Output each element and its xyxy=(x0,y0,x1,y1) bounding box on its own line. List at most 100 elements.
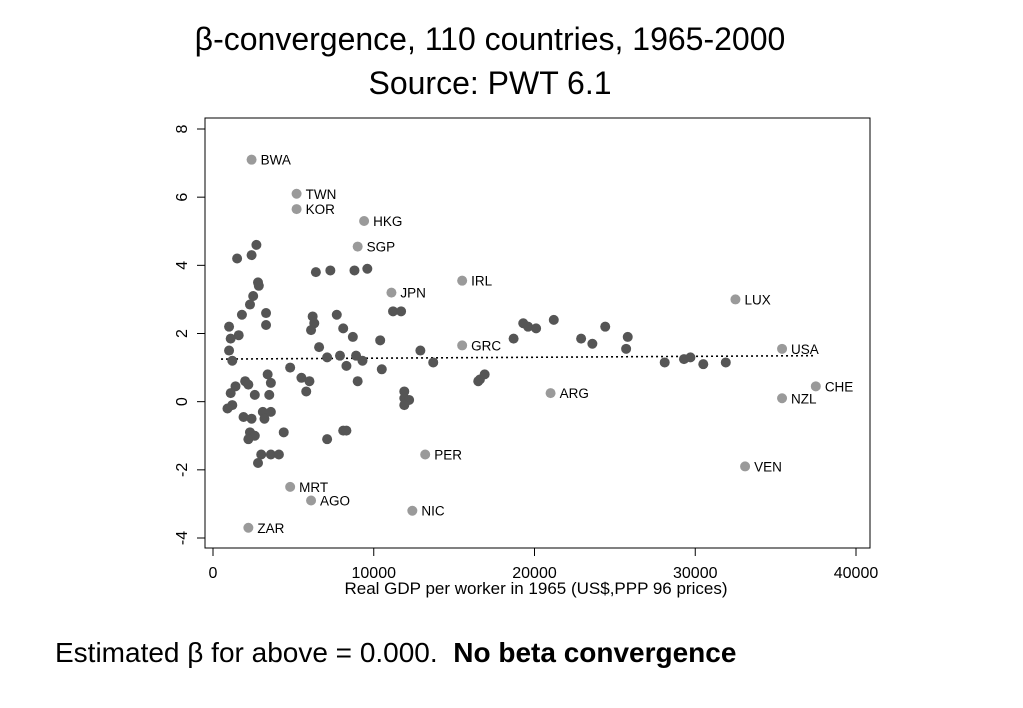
data-point xyxy=(341,425,352,436)
data-point xyxy=(375,335,386,346)
point-label: HKG xyxy=(373,214,402,229)
point-label: SGP xyxy=(367,240,396,255)
point-label: CHE xyxy=(825,379,854,394)
data-point xyxy=(244,299,255,310)
data-point xyxy=(249,389,260,400)
data-point xyxy=(273,449,284,460)
data-point xyxy=(265,406,276,417)
data-point xyxy=(285,362,296,373)
data-point xyxy=(246,250,257,261)
caption-text: Estimated β for above = 0.000. xyxy=(55,637,438,668)
fit-line xyxy=(221,354,816,360)
data-point xyxy=(246,413,257,424)
data-point xyxy=(278,427,289,438)
labeled-data-point xyxy=(285,481,296,492)
data-point xyxy=(227,355,238,366)
data-point xyxy=(306,325,317,336)
point-label: VEN xyxy=(754,459,782,474)
data-point xyxy=(531,323,542,334)
labeled-data-point xyxy=(457,275,468,286)
data-point xyxy=(261,308,272,319)
data-point xyxy=(376,364,387,375)
y-tick-label: -2 xyxy=(174,463,191,477)
data-point xyxy=(265,449,276,460)
data-point xyxy=(415,345,426,356)
data-point xyxy=(338,323,349,334)
data-point xyxy=(479,369,490,380)
data-point xyxy=(334,350,345,361)
data-point xyxy=(576,333,587,344)
data-point xyxy=(222,403,233,414)
data-point xyxy=(225,388,236,399)
labeled-data-point xyxy=(352,241,363,252)
labeled-data-point xyxy=(359,216,370,227)
data-point xyxy=(301,386,312,397)
point-label: NZL xyxy=(791,391,817,406)
y-tick-label: -4 xyxy=(174,531,191,545)
point-label: NIC xyxy=(421,504,445,519)
point-label: USA xyxy=(791,342,819,357)
labeled-data-point xyxy=(777,393,788,404)
data-point xyxy=(396,306,407,317)
point-label: GRC xyxy=(471,338,501,353)
caption: Estimated β for above = 0.000. No beta c… xyxy=(55,637,736,669)
x-tick-label: 40000 xyxy=(834,565,879,582)
data-point xyxy=(548,314,559,325)
data-point xyxy=(304,376,315,387)
fit-line-group xyxy=(221,354,816,360)
data-point xyxy=(314,342,325,353)
data-point xyxy=(243,379,254,390)
caption-emphasis: No beta convergence xyxy=(453,637,737,668)
data-point xyxy=(296,372,307,383)
x-tick-label: 20000 xyxy=(512,565,557,582)
data-point xyxy=(428,357,439,368)
labeled-data-point xyxy=(545,388,556,399)
point-label: BWA xyxy=(261,153,291,168)
data-point xyxy=(508,333,519,344)
data-point xyxy=(248,291,259,302)
data-point xyxy=(238,412,249,423)
data-point xyxy=(256,449,267,460)
labeled-data-point xyxy=(246,154,257,165)
data-point xyxy=(265,377,276,388)
data-point xyxy=(698,359,709,370)
x-tick-label: 30000 xyxy=(673,565,718,582)
x-tick-label: 10000 xyxy=(352,565,397,582)
data-point xyxy=(341,360,352,371)
data-point xyxy=(388,306,399,317)
y-tick-label: 6 xyxy=(174,193,191,202)
data-point xyxy=(587,338,598,349)
labeled-data-point xyxy=(291,204,302,215)
labeled-data-point xyxy=(420,449,431,460)
data-point xyxy=(347,331,358,342)
data-point xyxy=(659,357,670,368)
data-point xyxy=(264,389,275,400)
point-label: AGO xyxy=(320,494,350,509)
point-label: TWN xyxy=(306,187,337,202)
y-tick-label: 8 xyxy=(174,124,191,133)
data-point xyxy=(225,333,236,344)
data-point xyxy=(600,321,611,332)
point-label: IRL xyxy=(471,274,493,289)
x-axis: 0 10000 20000 30000 40000 xyxy=(209,548,879,582)
data-point xyxy=(259,413,270,424)
data-point xyxy=(621,343,632,354)
labeled-data-point xyxy=(243,522,254,533)
data-point xyxy=(236,309,247,320)
data-point xyxy=(322,352,333,363)
labeled-data-point xyxy=(386,287,397,298)
chart-subtitle: Source: PWT 6.1 xyxy=(368,65,612,101)
data-point xyxy=(251,239,262,250)
labeled-data-point xyxy=(407,505,418,516)
data-point xyxy=(261,319,272,330)
point-label: KOR xyxy=(306,202,336,217)
data-point xyxy=(262,369,273,380)
data-point xyxy=(253,458,264,469)
unlabeled-points xyxy=(222,239,731,469)
y-tick-label: 0 xyxy=(174,397,191,406)
labeled-data-point xyxy=(777,343,788,354)
data-point xyxy=(352,376,363,387)
point-label: JPN xyxy=(400,286,426,301)
